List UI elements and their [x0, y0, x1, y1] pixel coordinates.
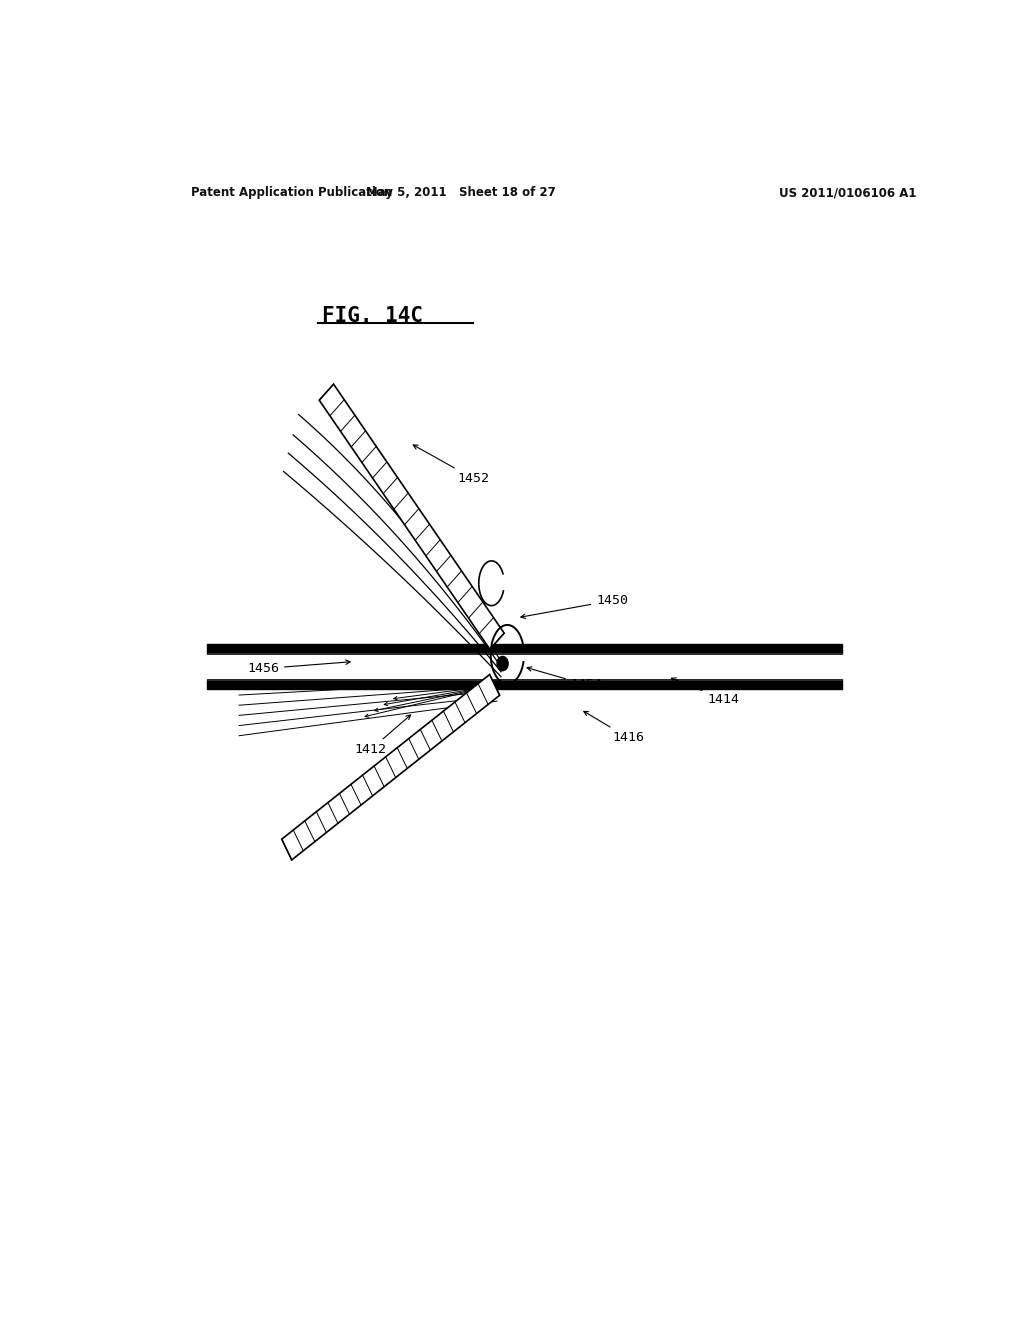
Text: Patent Application Publication: Patent Application Publication: [191, 186, 393, 199]
Text: FIG. 14C: FIG. 14C: [323, 306, 424, 326]
Text: 1450: 1450: [521, 594, 628, 619]
Text: 1412: 1412: [354, 715, 411, 756]
Circle shape: [497, 656, 508, 671]
Text: 1454: 1454: [527, 667, 603, 692]
Text: 1414: 1414: [672, 678, 739, 706]
Text: 1456: 1456: [247, 660, 350, 675]
Text: 1452: 1452: [414, 445, 489, 484]
Text: US 2011/0106106 A1: US 2011/0106106 A1: [778, 186, 916, 199]
Polygon shape: [319, 384, 504, 649]
Polygon shape: [282, 675, 500, 859]
Text: 1416: 1416: [584, 711, 644, 744]
Text: May 5, 2011   Sheet 18 of 27: May 5, 2011 Sheet 18 of 27: [367, 186, 556, 199]
